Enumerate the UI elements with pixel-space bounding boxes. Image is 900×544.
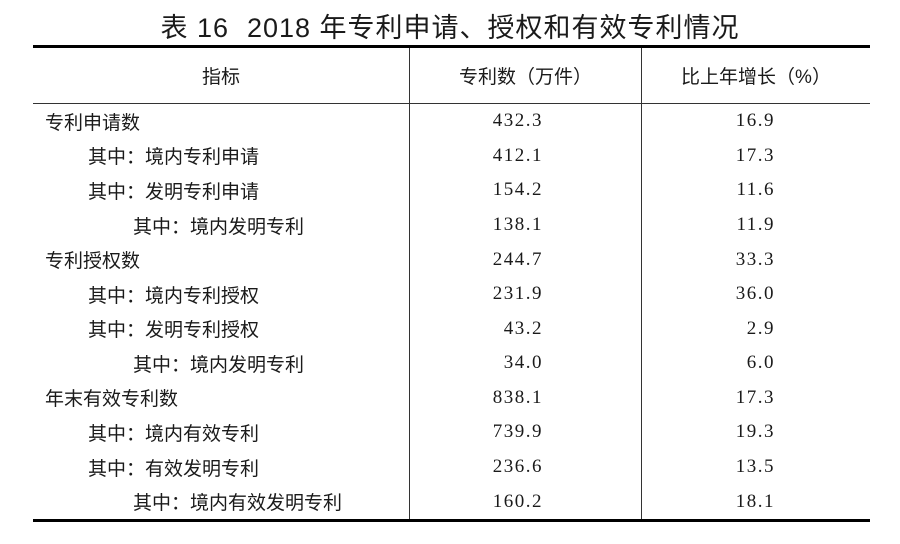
growth-cell: 13.5 [735,456,775,478]
indicator-cell: 其中：发明专利授权 [33,311,410,347]
growth-cell: 36.0 [735,283,775,305]
table-row: 其中：境内有效专利 739.9 19.3 [33,415,870,450]
patent-count-cell: 236.6 [410,449,642,485]
table-row: 专利授权数 244.7 33.3 [33,242,870,277]
table-header-row: 指标 专利数（万件） 比上年增长（%） [33,48,870,104]
patent-count-cell: 244.7 [410,242,642,277]
indicator-cell: 其中：境内发明专利 [33,207,410,243]
table-row: 其中：境内发明专利 138.1 11.9 [33,207,870,243]
indicator-cell: 其中：境内有效发明专利 [33,484,410,519]
growth-cell: 17.3 [735,386,775,408]
table-title: 表 16 2018 年专利申请、授权和有效专利情况 [0,6,900,45]
table-row: 其中：境内专利授权 231.9 36.0 [33,276,870,312]
header-indicator: 指标 [33,48,410,103]
indicator-cell: 其中：境内发明专利 [33,346,410,381]
indicator-cell: 专利申请数 [33,104,410,139]
indicator-cell: 其中：境内专利授权 [33,276,410,312]
growth-cell: 11.6 [736,179,775,201]
table-number: 表 16 [160,13,229,43]
table-row: 其中：境内专利申请 412.1 17.3 [33,138,870,174]
indicator-cell: 其中：境内有效专利 [33,415,410,450]
table-title-text: 2018 年专利申请、授权和有效专利情况 [246,13,740,43]
indicator-cell: 其中：有效发明专利 [33,449,410,485]
patent-count-cell: 739.9 [410,415,642,450]
growth-cell: 6.0 [746,352,775,374]
growth-cell: 18.1 [735,490,775,512]
table-row: 其中：境内发明专利 34.0 6.0 [33,346,870,381]
patent-count-cell: 412.1 [410,138,642,174]
patent-count-cell: 34.0 [410,346,642,381]
header-patent-count: 专利数（万件） [410,48,642,103]
indicator-cell: 其中：境内专利申请 [33,138,410,174]
table-row: 其中：发明专利授权 43.2 2.9 [33,311,870,347]
growth-cell: 2.9 [746,317,775,339]
table-body: 专利申请数 432.3 16.9 其中：境内专利申请 412.1 17.3 其中… [33,104,870,519]
indicator-cell: 其中：发明专利申请 [33,173,410,208]
indicator-cell: 年末有效专利数 [33,380,410,416]
table-row: 年末有效专利数 838.1 17.3 [33,380,870,416]
table-row: 其中：发明专利申请 154.2 11.6 [33,173,870,208]
growth-cell: 11.9 [736,214,775,236]
table-row: 专利申请数 432.3 16.9 [33,104,870,139]
table-row: 其中：有效发明专利 236.6 13.5 [33,449,870,485]
indicator-cell: 专利授权数 [33,242,410,277]
growth-cell: 19.3 [735,421,775,443]
patent-count-cell: 138.1 [410,207,642,243]
growth-cell: 17.3 [735,144,775,166]
patent-statistics-table: 指标 专利数（万件） 比上年增长（%） 专利申请数 432.3 16.9 其中：… [33,45,870,522]
patent-count-cell: 231.9 [410,276,642,312]
header-growth: 比上年增长（%） [681,67,831,88]
growth-cell: 16.9 [735,110,775,132]
table-row: 其中：境内有效发明专利 160.2 18.1 [33,484,870,519]
patent-count-cell: 432.3 [410,104,642,139]
patent-count-cell: 43.2 [410,311,642,347]
patent-count-cell: 154.2 [410,173,642,208]
patent-count-cell: 160.2 [410,484,642,519]
patent-count-cell: 838.1 [410,380,642,416]
growth-cell: 33.3 [735,248,775,270]
